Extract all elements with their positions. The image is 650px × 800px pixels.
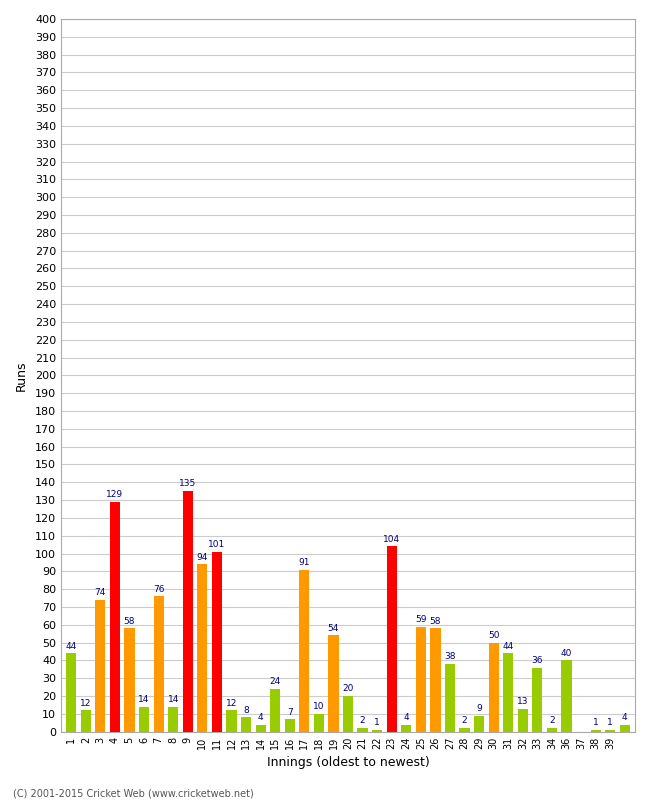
Text: 20: 20 <box>343 684 354 694</box>
Bar <box>387 546 397 732</box>
Bar <box>591 730 601 732</box>
Bar <box>343 696 353 732</box>
Text: 9: 9 <box>476 704 482 713</box>
Text: 2: 2 <box>360 717 365 726</box>
Text: (C) 2001-2015 Cricket Web (www.cricketweb.net): (C) 2001-2015 Cricket Web (www.cricketwe… <box>13 788 254 798</box>
Text: 58: 58 <box>430 617 441 626</box>
Bar <box>81 710 91 732</box>
Text: 58: 58 <box>124 617 135 626</box>
Bar <box>547 728 557 732</box>
Bar <box>124 628 135 732</box>
Text: 135: 135 <box>179 479 196 489</box>
Bar <box>474 716 484 732</box>
Bar <box>314 714 324 732</box>
Bar <box>197 564 207 732</box>
Text: 129: 129 <box>107 490 124 499</box>
Bar <box>226 710 237 732</box>
Text: 74: 74 <box>95 588 106 597</box>
Text: 2: 2 <box>549 717 555 726</box>
Text: 24: 24 <box>270 678 281 686</box>
Bar <box>416 626 426 732</box>
Text: 14: 14 <box>168 695 179 704</box>
Text: 8: 8 <box>243 706 249 714</box>
Text: 50: 50 <box>488 631 499 640</box>
Bar <box>96 600 105 732</box>
Bar <box>212 552 222 732</box>
Text: 36: 36 <box>532 656 543 665</box>
Bar <box>183 491 193 732</box>
Text: 10: 10 <box>313 702 324 711</box>
Bar <box>430 628 441 732</box>
Bar <box>460 728 470 732</box>
Bar <box>445 664 455 732</box>
Bar <box>153 596 164 732</box>
Bar <box>110 502 120 732</box>
Bar <box>139 706 150 732</box>
Bar <box>241 718 251 732</box>
Text: 94: 94 <box>197 553 208 562</box>
Bar <box>328 635 339 732</box>
Bar <box>489 642 499 732</box>
Text: 44: 44 <box>502 642 514 650</box>
Text: 1: 1 <box>374 718 380 727</box>
Text: 1: 1 <box>607 718 613 727</box>
X-axis label: Innings (oldest to newest): Innings (oldest to newest) <box>266 756 430 769</box>
Bar <box>518 709 528 732</box>
Text: 54: 54 <box>328 624 339 633</box>
Text: 91: 91 <box>298 558 310 567</box>
Text: 44: 44 <box>66 642 77 650</box>
Text: 12: 12 <box>226 698 237 708</box>
Text: 38: 38 <box>444 652 456 662</box>
Bar <box>503 654 514 732</box>
Bar <box>619 725 630 732</box>
Y-axis label: Runs: Runs <box>15 360 28 390</box>
Bar <box>562 661 571 732</box>
Text: 1: 1 <box>593 718 599 727</box>
Text: 76: 76 <box>153 585 164 594</box>
Bar <box>299 570 309 732</box>
Text: 40: 40 <box>561 649 572 658</box>
Bar <box>401 725 411 732</box>
Bar <box>605 730 616 732</box>
Text: 13: 13 <box>517 697 528 706</box>
Text: 4: 4 <box>258 713 263 722</box>
Text: 4: 4 <box>404 713 409 722</box>
Text: 59: 59 <box>415 615 426 624</box>
Text: 14: 14 <box>138 695 150 704</box>
Bar <box>532 667 543 732</box>
Bar <box>372 730 382 732</box>
Text: 4: 4 <box>622 713 628 722</box>
Text: 101: 101 <box>208 540 226 549</box>
Text: 104: 104 <box>383 534 400 544</box>
Bar <box>168 706 178 732</box>
Bar <box>270 689 280 732</box>
Text: 7: 7 <box>287 707 292 717</box>
Bar <box>358 728 368 732</box>
Bar <box>255 725 266 732</box>
Text: 12: 12 <box>80 698 92 708</box>
Text: 2: 2 <box>462 717 467 726</box>
Bar <box>66 654 76 732</box>
Bar <box>285 719 295 732</box>
